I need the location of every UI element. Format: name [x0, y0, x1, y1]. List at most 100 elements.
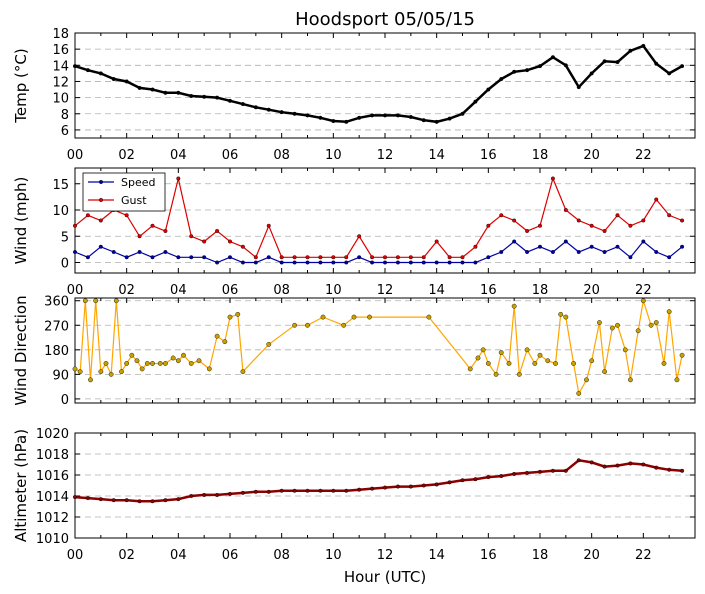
x-tick-label: 06 — [222, 548, 239, 563]
data-point — [111, 498, 116, 503]
x-tick-label: 18 — [532, 283, 549, 298]
data-point — [597, 320, 602, 325]
data-point — [292, 111, 297, 116]
x-tick-label: 06 — [222, 148, 239, 163]
data-point — [344, 255, 349, 260]
x-tick-label: 10 — [325, 548, 342, 563]
data-point — [113, 298, 119, 304]
data-point — [176, 176, 181, 181]
data-point — [163, 90, 168, 95]
data-point — [589, 244, 594, 249]
data-point — [222, 339, 228, 345]
data-point — [85, 213, 90, 218]
data-point — [163, 361, 168, 366]
data-point — [124, 79, 129, 84]
data-point — [279, 110, 284, 115]
data-point — [558, 311, 564, 317]
data-point — [460, 260, 465, 265]
data-point — [641, 43, 646, 48]
data-point — [357, 487, 362, 492]
y-tick-label: 10 — [52, 204, 69, 219]
data-point — [72, 366, 78, 372]
data-point — [98, 369, 104, 375]
data-point — [563, 468, 568, 473]
data-point — [240, 490, 245, 495]
data-point — [383, 255, 388, 260]
data-point — [395, 113, 400, 118]
data-point — [202, 94, 207, 99]
data-point — [615, 463, 620, 468]
data-point — [563, 207, 568, 212]
data-point — [253, 260, 258, 265]
data-point — [434, 482, 439, 487]
data-point — [421, 260, 426, 265]
x-tick-label: 16 — [480, 148, 497, 163]
data-point — [589, 460, 594, 465]
x-tick-label: 22 — [635, 548, 652, 563]
data-point — [108, 371, 114, 377]
y-tick-label: 12 — [52, 75, 69, 90]
x-tick-label: 18 — [532, 548, 549, 563]
data-point — [666, 309, 672, 315]
data-point — [512, 471, 517, 476]
data-point — [305, 113, 310, 118]
data-point — [266, 255, 271, 260]
x-tick-label: 20 — [583, 148, 600, 163]
data-point — [609, 325, 615, 331]
data-point — [331, 119, 336, 124]
data-point — [447, 116, 452, 121]
data-point — [292, 255, 297, 260]
x-tick-label: 20 — [583, 548, 600, 563]
data-point — [305, 260, 310, 265]
y-tick-label: 18 — [52, 27, 69, 42]
data-point — [667, 467, 672, 472]
data-point — [370, 255, 375, 260]
data-point — [103, 361, 109, 366]
data-point — [571, 361, 576, 366]
data-point — [408, 114, 413, 119]
data-point — [124, 213, 129, 218]
y-tick-label: 360 — [44, 295, 69, 310]
data-point — [240, 102, 245, 107]
data-point — [525, 470, 530, 475]
data-point — [139, 366, 145, 372]
series-line — [74, 300, 683, 396]
data-point — [512, 218, 517, 223]
data-point — [227, 255, 232, 260]
data-point — [266, 489, 271, 494]
data-point — [538, 469, 543, 474]
data-point — [370, 113, 375, 118]
data-point — [240, 369, 246, 375]
data-point — [176, 255, 181, 260]
series-gust — [72, 176, 685, 260]
data-point — [129, 352, 135, 358]
data-point — [576, 458, 581, 463]
x-tick-label: 12 — [377, 548, 394, 563]
data-point — [240, 260, 245, 265]
data-point — [163, 228, 168, 233]
y-tick-label: 1012 — [36, 511, 69, 526]
plot-frame — [74, 32, 696, 139]
series-line — [74, 176, 683, 259]
data-point — [628, 461, 633, 466]
data-point — [679, 352, 685, 358]
data-point — [202, 239, 207, 244]
data-point — [525, 249, 530, 254]
data-point — [279, 260, 284, 265]
data-point — [602, 369, 607, 375]
data-point — [383, 113, 388, 118]
data-point — [654, 197, 659, 202]
x-tick-label: 02 — [118, 148, 135, 163]
data-point — [227, 314, 233, 320]
data-point — [499, 77, 504, 82]
data-point — [434, 119, 439, 124]
data-point — [137, 234, 142, 239]
series-line — [74, 458, 683, 503]
data-point — [589, 223, 594, 228]
x-tick-label: 02 — [118, 283, 135, 298]
data-point — [189, 494, 194, 499]
data-point — [215, 492, 220, 497]
data-point — [512, 239, 517, 244]
data-point — [215, 260, 220, 265]
